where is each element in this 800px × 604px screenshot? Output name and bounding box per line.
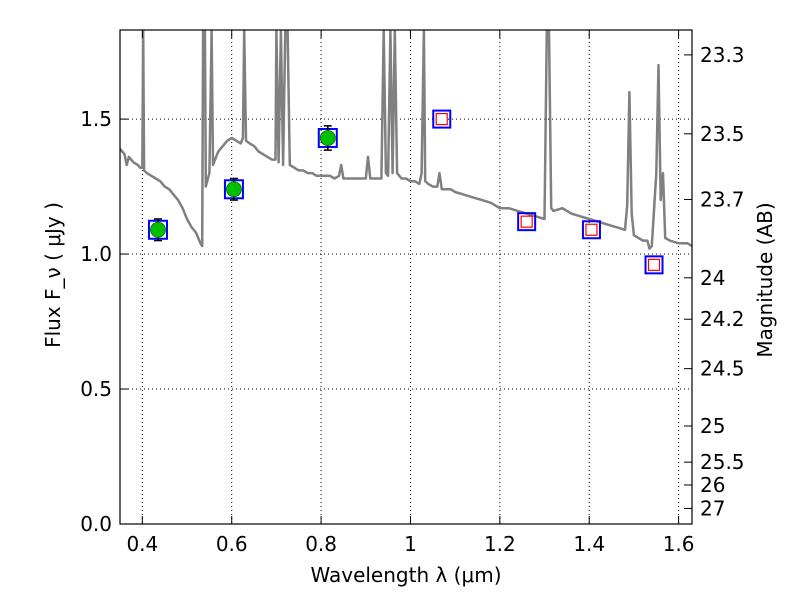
x-tick-label: 1 (404, 532, 417, 556)
right-tick-label: 24 (700, 266, 725, 290)
y-axis-label: Flux F_ν ( μJy ) (41, 202, 65, 348)
right-tick-label: 23.7 (700, 187, 745, 211)
x-tick-label: 0.8 (305, 532, 337, 556)
x-tick-label: 0.6 (216, 532, 248, 556)
right-tick-label: 24.5 (700, 357, 745, 381)
model-point-marker (435, 112, 448, 126)
x-axis-label: Wavelength λ (μm) (310, 563, 501, 587)
model-point-marker (585, 223, 598, 236)
model-point-box (432, 109, 452, 129)
model-point (581, 220, 601, 240)
right-tick-label: 26 (700, 473, 725, 497)
x-tick-label: 1.2 (484, 532, 516, 556)
x-tick-label: 0.4 (126, 532, 158, 556)
plot-area (120, 30, 692, 275)
right-tick-label: 25 (700, 414, 725, 438)
y-tick-label: 0.5 (80, 377, 112, 401)
right-tick-label: 25.5 (700, 450, 745, 474)
right-tick-label: 27 (700, 496, 725, 520)
right-tick-label: 23.5 (700, 122, 745, 146)
detection-point (223, 177, 244, 201)
model-spectrum-line (120, 30, 692, 250)
model-point (432, 109, 452, 129)
x-tick-label: 1.4 (573, 532, 605, 556)
y-tick-label: 0.0 (80, 512, 112, 536)
right-tick-label: 24.2 (700, 307, 745, 331)
model-point (644, 255, 664, 275)
x-tick-label: 1.6 (663, 532, 695, 556)
model-point-box (517, 212, 537, 232)
right-tick-label: 23.3 (700, 43, 745, 67)
detection-marker (150, 221, 166, 238)
model-point (517, 212, 537, 232)
model-point-box (644, 255, 664, 275)
y-tick-label: 1.0 (80, 242, 112, 266)
right-axis-label: Magnitude (AB) (753, 202, 777, 357)
detection-marker (226, 181, 242, 198)
plot-frame (119, 29, 693, 525)
y-tick-label: 1.5 (80, 107, 112, 131)
model-point-box (581, 220, 601, 240)
model-point-marker (520, 215, 533, 228)
detection-marker (319, 130, 336, 146)
detection-point (317, 125, 338, 151)
model-point-marker (647, 258, 661, 271)
detection-point (147, 218, 168, 242)
axes: 0.4 0.6 0.8 1 1.2 1.4 1.6 0.0 0.5 1.0 1.5 23.3 23.5 2… (80, 29, 745, 556)
